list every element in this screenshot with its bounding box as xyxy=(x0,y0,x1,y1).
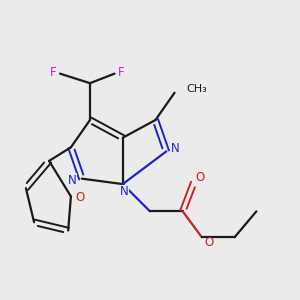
Text: CH₃: CH₃ xyxy=(187,84,208,94)
Text: N: N xyxy=(171,142,179,155)
Text: N: N xyxy=(120,185,128,198)
Text: F: F xyxy=(50,66,56,79)
Text: F: F xyxy=(118,66,125,79)
Text: O: O xyxy=(195,171,204,184)
Text: O: O xyxy=(204,236,213,249)
Text: O: O xyxy=(76,191,85,204)
Text: N: N xyxy=(68,173,76,187)
